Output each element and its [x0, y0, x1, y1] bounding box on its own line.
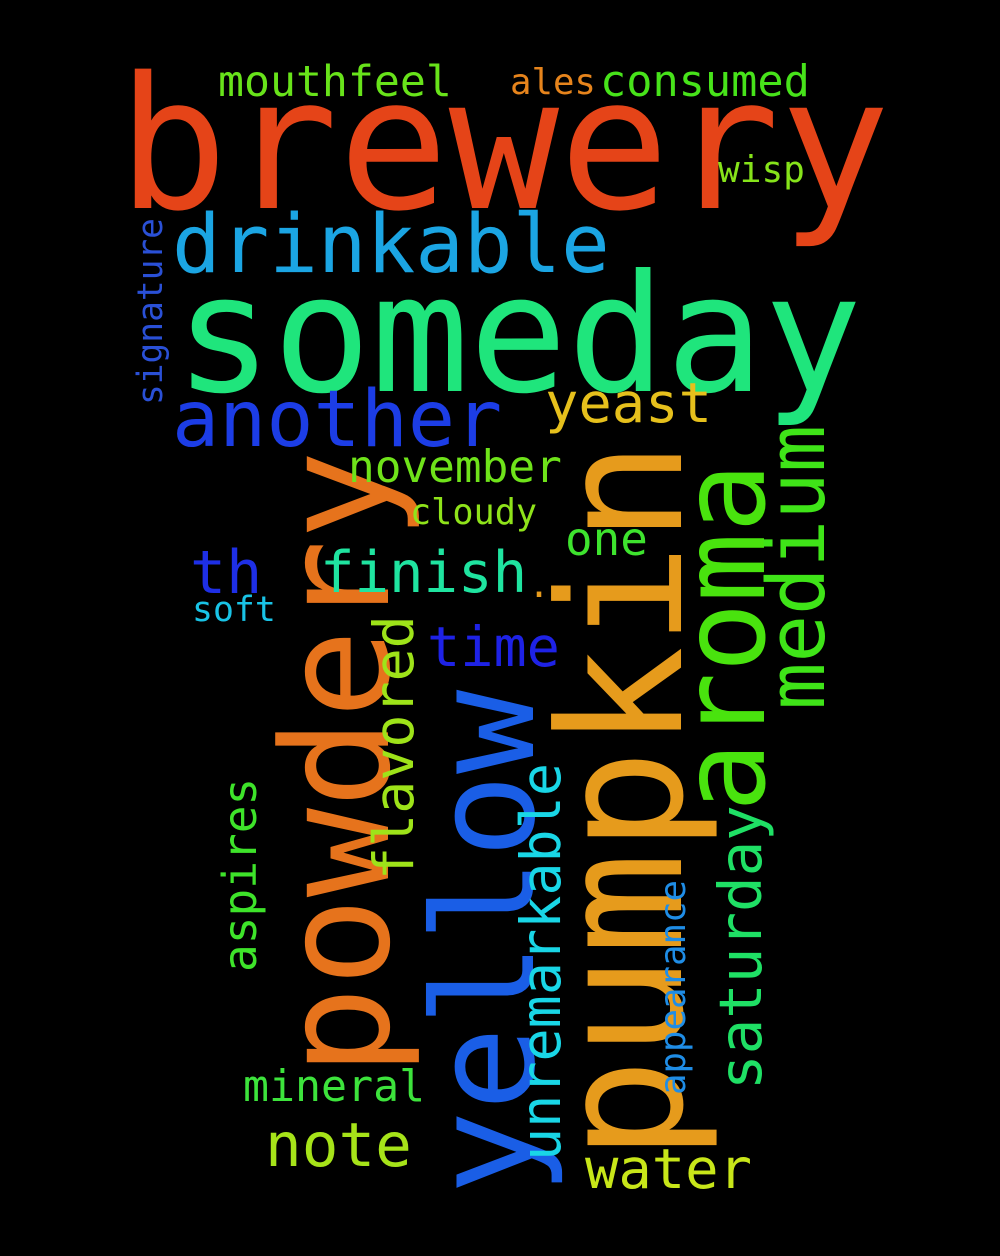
word-another: another — [172, 374, 503, 465]
word-mineral: mineral — [243, 1062, 426, 1112]
word-november: november — [348, 442, 562, 493]
word-soft: soft — [192, 589, 276, 630]
word-flavored: flavored — [361, 615, 426, 880]
word-cloudy: cloudy — [410, 492, 538, 533]
word-signature: signature — [131, 218, 171, 405]
word-finish: finish — [320, 539, 528, 606]
word-brewery: brewery — [117, 38, 891, 252]
word-consumed: consumed — [600, 56, 810, 107]
word-mouthfeel: mouthfeel — [218, 57, 452, 107]
word-yeast: yeast — [545, 371, 712, 436]
word-note: note — [265, 1109, 412, 1181]
word-appearance: appearance — [653, 880, 694, 1095]
word-ales: ales — [510, 61, 596, 103]
word-wisp: wisp — [718, 149, 805, 191]
word-drinkable: drinkable — [172, 197, 610, 292]
word-medium: medium — [751, 424, 843, 710]
word-th: th — [190, 537, 263, 608]
word-dot: . — [528, 562, 551, 606]
word-someday: someday — [174, 240, 863, 430]
word-time: time — [427, 616, 560, 680]
word-water: water — [585, 1137, 752, 1202]
word-saturday: saturday — [705, 805, 775, 1090]
word-aspires: aspires — [213, 777, 267, 972]
word-unremarkable: unremarkable — [508, 762, 573, 1161]
word-one: one — [565, 512, 648, 566]
